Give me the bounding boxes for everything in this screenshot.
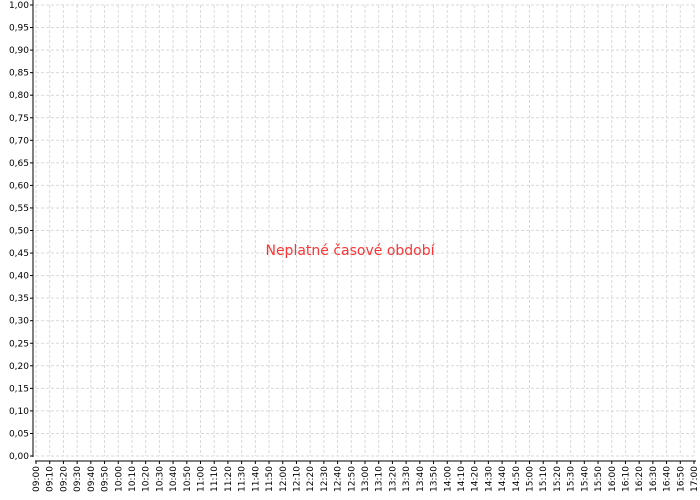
x-tick-label: 10:00 bbox=[114, 466, 124, 492]
x-tick-label: 14:00 bbox=[443, 466, 453, 492]
x-tick-label: 15:10 bbox=[539, 466, 549, 492]
x-tick-label: 11:20 bbox=[224, 466, 234, 492]
x-tick-label: 14:30 bbox=[484, 466, 494, 492]
y-tick-label: 0,10 bbox=[9, 407, 29, 417]
y-tick-label: 1,00 bbox=[9, 1, 29, 11]
y-tick-label: 0,30 bbox=[9, 317, 29, 327]
y-tick-label: 0,15 bbox=[9, 384, 29, 394]
x-tick-label: 16:40 bbox=[663, 466, 673, 492]
x-tick-label: 11:40 bbox=[251, 466, 261, 492]
x-tick-label: 14:20 bbox=[471, 466, 481, 492]
x-tick-label: 12:40 bbox=[334, 466, 344, 492]
x-tick-label: 13:40 bbox=[416, 466, 426, 492]
x-tick-label: 16:00 bbox=[608, 466, 618, 492]
y-tick-label: 0,45 bbox=[9, 249, 29, 259]
x-tick-label: 12:10 bbox=[292, 466, 302, 492]
x-tick-label: 11:00 bbox=[197, 466, 207, 492]
x-tick-label: 13:10 bbox=[375, 466, 385, 492]
x-tick-label: 11:10 bbox=[210, 466, 220, 492]
y-tick-label: 0,35 bbox=[9, 294, 29, 304]
no-data-message: Neplatné časové období bbox=[265, 243, 435, 259]
x-tick-label: 09:00 bbox=[32, 466, 42, 492]
y-tick-label: 0,70 bbox=[9, 136, 29, 146]
axes: 09:00 09:10 09:20 09:30 09:40 09:50 10:00 10:10… bbox=[9, 0, 700, 492]
x-tick-label: 09:40 bbox=[87, 466, 97, 492]
y-tick-label: 0,75 bbox=[9, 114, 29, 124]
x-tick-label: 15:40 bbox=[580, 466, 590, 492]
x-tick-label: 09:20 bbox=[59, 466, 69, 492]
x-tick-label: 13:00 bbox=[361, 466, 371, 492]
x-tick-label: 09:50 bbox=[101, 466, 111, 492]
x-tick-label: 15:50 bbox=[594, 466, 604, 492]
y-tick-label: 0,25 bbox=[9, 339, 29, 349]
x-tick-label: 16:10 bbox=[621, 466, 631, 492]
x-tick-label: 09:10 bbox=[46, 466, 56, 492]
y-tick-label: 0,65 bbox=[9, 159, 29, 169]
y-tick-label: 0,80 bbox=[9, 91, 29, 101]
y-tick-label: 0,05 bbox=[9, 429, 29, 439]
x-tick-label: 10:50 bbox=[183, 466, 193, 492]
x-tick-label: 11:30 bbox=[238, 466, 248, 492]
x-tick-label: 14:50 bbox=[512, 466, 522, 492]
x-tick-label: 13:20 bbox=[388, 466, 398, 492]
y-tick-label: 0,00 bbox=[9, 452, 29, 462]
grid bbox=[35, 4, 695, 457]
x-tick-label: 14:40 bbox=[498, 466, 508, 492]
x-tick-label: 13:50 bbox=[430, 466, 440, 492]
x-tick-label: 12:00 bbox=[279, 466, 289, 492]
y-tick-label: 0,50 bbox=[9, 227, 29, 237]
x-tick-label: 10:40 bbox=[169, 466, 179, 492]
x-tick-label: 12:50 bbox=[347, 466, 357, 492]
x-tick-label: 14:10 bbox=[457, 466, 467, 492]
x-tick-label: 15:00 bbox=[526, 466, 536, 492]
x-tick-label: 13:30 bbox=[402, 466, 412, 492]
x-tick-label: 12:30 bbox=[320, 466, 330, 492]
x-tick-label: 10:20 bbox=[142, 466, 152, 492]
x-tick-label: 16:50 bbox=[676, 466, 686, 492]
x-tick-label: 15:30 bbox=[567, 466, 577, 492]
y-tick-label: 0,60 bbox=[9, 181, 29, 191]
y-tick-label: 0,90 bbox=[9, 46, 29, 56]
y-tick-label: 0,40 bbox=[9, 272, 29, 282]
x-tick-label: 12:20 bbox=[306, 466, 316, 492]
x-tick-label: 09:30 bbox=[73, 466, 83, 492]
x-tick-label: 16:30 bbox=[649, 466, 659, 492]
y-tick-label: 0,20 bbox=[9, 362, 29, 372]
y-tick-label: 0,95 bbox=[9, 24, 29, 34]
x-tick-label: 11:50 bbox=[265, 466, 275, 492]
y-tick-label: 0,55 bbox=[9, 204, 29, 214]
x-tick-label: 10:30 bbox=[155, 466, 165, 492]
x-tick-label: 15:20 bbox=[553, 466, 563, 492]
x-tick-label: 16:20 bbox=[635, 466, 645, 492]
x-tick-label: 10:10 bbox=[128, 466, 138, 492]
x-tick-label: 17:00 bbox=[690, 466, 700, 492]
y-tick-label: 0,85 bbox=[9, 69, 29, 79]
